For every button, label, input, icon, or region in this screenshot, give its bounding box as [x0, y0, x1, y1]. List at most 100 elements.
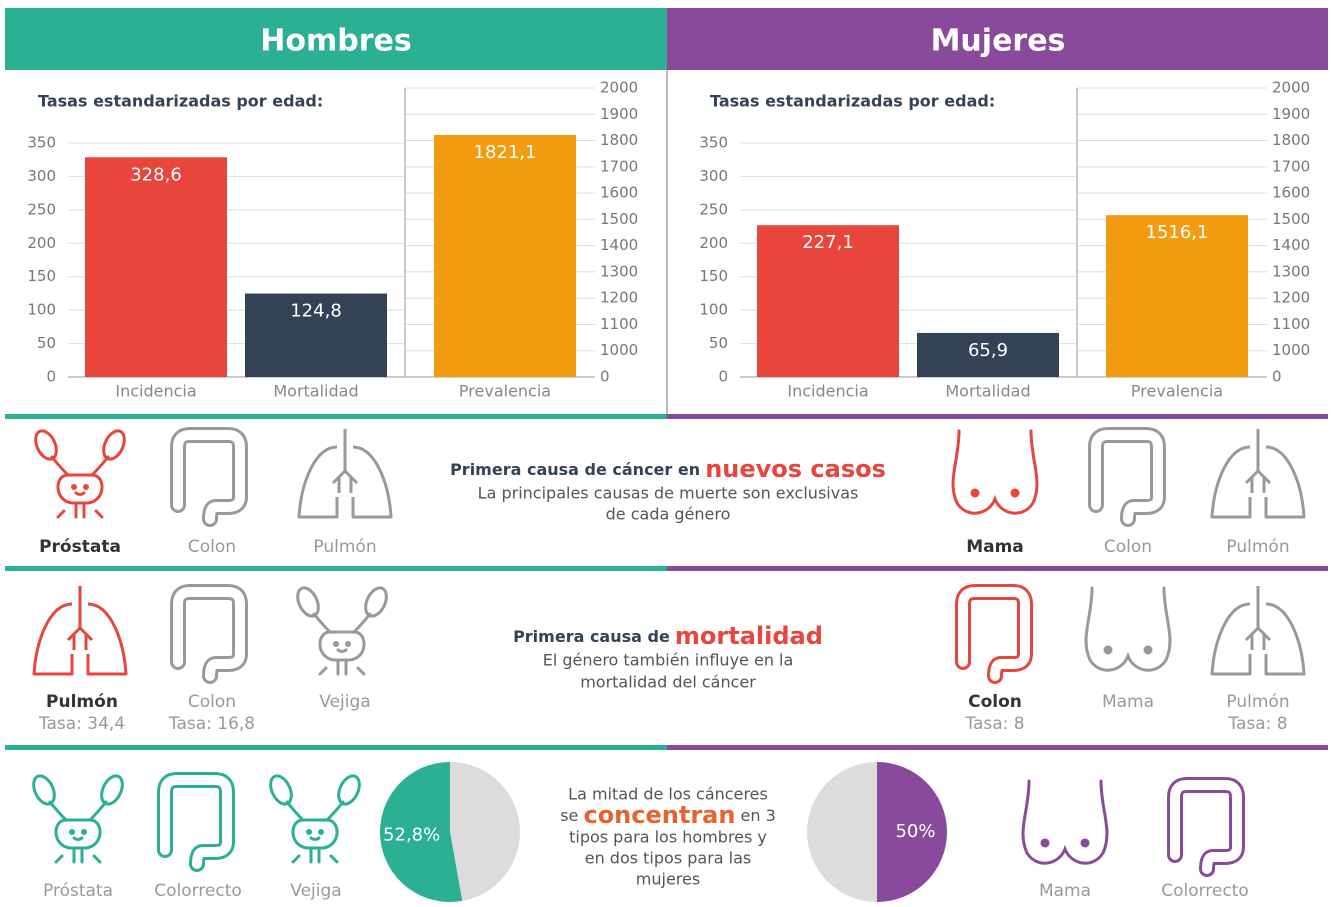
icon — [1096, 435, 1158, 519]
header-title: Hombres — [260, 24, 411, 59]
y2-tick-label: 1000 — [600, 341, 638, 359]
y2-tick-label: 0 — [1272, 368, 1282, 386]
header-women — [667, 8, 1328, 70]
organ-label: Mama — [966, 537, 1024, 557]
y2-tick-label: 1700 — [1272, 157, 1310, 175]
y-tick-label: 300 — [699, 167, 728, 185]
organ-label: Pulmón — [1226, 692, 1289, 712]
organ-label: Colon — [1104, 537, 1152, 557]
icon — [1021, 779, 1109, 865]
chart-title: Tasas estandarizadas por edad: — [710, 92, 995, 111]
y-tick-label: 200 — [27, 234, 56, 252]
organ-label: Próstata — [43, 881, 113, 901]
title-highlight: mortalidad — [675, 622, 823, 650]
y2-tick-label: 1400 — [1272, 236, 1310, 254]
section-title: Primera causa de cáncer en nuevos casos — [450, 455, 886, 483]
title-highlight: nuevos casos — [705, 455, 886, 483]
y2-tick-label: 1300 — [1272, 262, 1310, 280]
y2-tick-label: 1600 — [600, 184, 638, 202]
y-tick-label: 0 — [46, 368, 56, 386]
x-tick-label: Mortalidad — [945, 382, 1030, 401]
y2-tick-label: 1700 — [600, 157, 638, 175]
icon — [165, 780, 227, 864]
organ-label: Próstata — [39, 537, 121, 557]
y-tick-label: 300 — [27, 167, 56, 185]
y-tick-label: 50 — [37, 334, 56, 352]
rate-label: Tasa: 8 — [964, 714, 1024, 734]
mortality: Pulmón Tasa: 34,4 Colon Tasa: 16,8 Vejig… — [32, 583, 1306, 734]
y2-tick-label: 1200 — [600, 289, 638, 307]
icon — [30, 426, 130, 519]
organ-label: Colon — [188, 537, 236, 557]
section-text: El género también influye en la — [543, 651, 794, 670]
y2-tick-label: 1500 — [1272, 210, 1310, 228]
icon — [1210, 584, 1306, 676]
icon — [178, 592, 240, 676]
section-text: La mitad de los cánceres — [568, 785, 768, 804]
icon — [297, 427, 393, 519]
icon — [1210, 427, 1306, 519]
icon — [951, 429, 1039, 515]
y2-tick-label: 0 — [600, 368, 610, 386]
section-text: se concentran en 3 — [560, 801, 776, 829]
y-tick-label: 150 — [27, 267, 56, 285]
y2-tick-label: 1400 — [600, 236, 638, 254]
icon — [32, 584, 128, 676]
organ-label: Vejiga — [319, 692, 370, 712]
section-text: La principales causas de muerte son excl… — [478, 484, 859, 503]
bar — [1106, 215, 1248, 377]
y2-tick-label: 2000 — [1272, 79, 1310, 97]
y2-tick-label: 2000 — [600, 79, 638, 97]
section-title: Primera causa de mortalidad — [513, 622, 823, 650]
title-text: Primera causa de cáncer en — [450, 460, 700, 479]
header-men — [5, 8, 667, 70]
icon — [265, 771, 365, 864]
y-tick-label: 100 — [27, 301, 56, 319]
organ-label: Pulmón — [1226, 537, 1289, 557]
y-tick-label: 350 — [699, 134, 728, 152]
bar — [245, 293, 387, 377]
x-tick-label: Mortalidad — [273, 382, 358, 401]
value-label: 328,6 — [130, 164, 182, 185]
value-label: 124,8 — [290, 301, 342, 322]
new-cases: Próstata Colon Pulmón Mama Colon Pulmón … — [30, 426, 1306, 557]
bar — [85, 157, 227, 377]
pie-slice — [379, 762, 463, 902]
rate-label: Tasa: 8 — [1227, 714, 1287, 734]
section-text: de cada género — [606, 505, 731, 524]
concentration: Próstata Colorrecto Vejiga Mama Colorrec… — [28, 771, 1249, 901]
title-text: Primera causa de — [513, 627, 670, 646]
value-label: 1821,1 — [474, 142, 537, 163]
organ-label: Colon — [188, 692, 236, 712]
y2-tick-label: 1100 — [600, 315, 638, 333]
chart-title: Tasas estandarizadas por edad: — [38, 92, 323, 111]
y2-tick-label: 1800 — [600, 131, 638, 149]
organ-label: Pulmón — [46, 692, 118, 712]
icon — [292, 583, 392, 676]
charts: Tasas estandarizadas por edad: 0 50 100 150 2… — [27, 79, 1310, 902]
organ-label: Pulmón — [313, 537, 376, 557]
bar — [757, 225, 899, 377]
x-tick-label: Prevalencia — [1131, 382, 1223, 401]
section-text: mujeres — [636, 870, 700, 889]
rate-label: Tasa: 34,4 — [38, 714, 125, 734]
icon — [1084, 586, 1172, 672]
y-tick-label: 100 — [699, 301, 728, 319]
value-label: 65,9 — [968, 340, 1008, 361]
x-tick-label: Incidencia — [115, 382, 196, 401]
rate-label: Tasa: 16,8 — [168, 714, 255, 734]
pie-label: 50% — [895, 821, 935, 842]
section-text: tipos para los hombres y — [569, 828, 767, 847]
x-tick-label: Prevalencia — [459, 382, 551, 401]
text: en 3 — [741, 806, 776, 825]
y-tick-label: 200 — [699, 234, 728, 252]
pie-label: 52,8% — [383, 824, 440, 845]
text: se — [560, 806, 578, 825]
y2-tick-label: 1900 — [600, 105, 638, 123]
y2-tick-label: 1900 — [1272, 105, 1310, 123]
y-tick-label: 50 — [709, 334, 728, 352]
separators — [5, 414, 1328, 750]
organ-label: Colorrecto — [1161, 881, 1249, 901]
organ-label: Colon — [968, 692, 1022, 712]
y2-tick-label: 1300 — [600, 262, 638, 280]
